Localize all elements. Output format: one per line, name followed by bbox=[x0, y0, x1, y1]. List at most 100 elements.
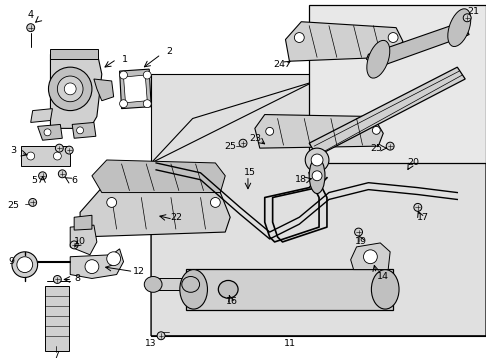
Text: 1: 1 bbox=[122, 55, 127, 64]
Ellipse shape bbox=[218, 280, 238, 298]
Circle shape bbox=[77, 127, 83, 134]
Text: 16: 16 bbox=[225, 297, 238, 306]
Polygon shape bbox=[123, 75, 147, 103]
Polygon shape bbox=[70, 249, 123, 279]
Circle shape bbox=[58, 170, 66, 178]
Circle shape bbox=[354, 228, 362, 236]
Polygon shape bbox=[31, 109, 52, 122]
Circle shape bbox=[387, 33, 397, 42]
Circle shape bbox=[210, 198, 220, 207]
Circle shape bbox=[27, 24, 35, 32]
Ellipse shape bbox=[182, 276, 199, 292]
Circle shape bbox=[57, 76, 83, 102]
Text: 22: 22 bbox=[169, 213, 182, 222]
Polygon shape bbox=[74, 215, 92, 230]
Bar bbox=[185, 269, 392, 310]
Polygon shape bbox=[151, 74, 485, 336]
Circle shape bbox=[53, 152, 61, 160]
Ellipse shape bbox=[308, 158, 325, 194]
Circle shape bbox=[39, 172, 46, 180]
Bar bbox=[153, 279, 190, 290]
Circle shape bbox=[120, 100, 127, 108]
Polygon shape bbox=[350, 243, 389, 270]
Circle shape bbox=[462, 14, 470, 22]
Text: 12: 12 bbox=[133, 267, 145, 276]
Polygon shape bbox=[308, 5, 485, 163]
Circle shape bbox=[294, 33, 304, 42]
Text: 20: 20 bbox=[406, 158, 418, 167]
Ellipse shape bbox=[447, 9, 470, 46]
Text: 15: 15 bbox=[244, 168, 255, 177]
Polygon shape bbox=[285, 22, 402, 61]
Text: 25: 25 bbox=[224, 141, 236, 150]
Text: 5: 5 bbox=[32, 176, 38, 185]
Polygon shape bbox=[120, 69, 151, 109]
Polygon shape bbox=[308, 67, 464, 156]
Circle shape bbox=[85, 260, 99, 274]
Text: 4: 4 bbox=[28, 10, 34, 20]
Circle shape bbox=[44, 129, 51, 136]
Ellipse shape bbox=[144, 276, 162, 292]
Text: 19: 19 bbox=[354, 238, 366, 247]
Circle shape bbox=[413, 203, 421, 211]
Text: 25: 25 bbox=[369, 144, 382, 153]
Circle shape bbox=[48, 67, 92, 111]
Circle shape bbox=[120, 71, 127, 79]
Circle shape bbox=[239, 139, 246, 147]
Polygon shape bbox=[94, 79, 113, 101]
Text: 23: 23 bbox=[248, 134, 261, 143]
Polygon shape bbox=[366, 22, 468, 67]
Text: 2: 2 bbox=[165, 47, 172, 56]
Circle shape bbox=[106, 252, 121, 266]
Polygon shape bbox=[50, 51, 102, 129]
Text: 14: 14 bbox=[376, 272, 388, 281]
Polygon shape bbox=[151, 74, 485, 336]
Circle shape bbox=[12, 252, 38, 278]
Text: 9: 9 bbox=[8, 257, 14, 266]
Circle shape bbox=[157, 332, 164, 340]
Circle shape bbox=[143, 71, 151, 79]
Circle shape bbox=[65, 146, 73, 154]
Circle shape bbox=[106, 198, 116, 207]
Ellipse shape bbox=[370, 270, 398, 309]
Circle shape bbox=[363, 250, 377, 264]
Circle shape bbox=[311, 171, 322, 181]
Bar bbox=[21, 146, 70, 166]
Bar bbox=[44, 286, 69, 351]
Polygon shape bbox=[151, 74, 485, 336]
Circle shape bbox=[265, 127, 273, 135]
Text: 13: 13 bbox=[145, 339, 157, 348]
Text: 10: 10 bbox=[74, 238, 86, 247]
Polygon shape bbox=[92, 160, 225, 193]
Circle shape bbox=[17, 257, 33, 273]
Ellipse shape bbox=[180, 270, 207, 309]
Circle shape bbox=[310, 154, 323, 166]
Circle shape bbox=[64, 83, 76, 95]
Circle shape bbox=[305, 148, 328, 172]
Polygon shape bbox=[70, 225, 97, 255]
Circle shape bbox=[70, 241, 78, 249]
Text: 18: 18 bbox=[295, 175, 306, 184]
Text: 7: 7 bbox=[53, 351, 59, 360]
Circle shape bbox=[53, 275, 61, 283]
Polygon shape bbox=[80, 188, 230, 237]
Text: 17: 17 bbox=[416, 213, 428, 222]
Text: 6: 6 bbox=[71, 176, 77, 185]
Text: 25: 25 bbox=[7, 201, 19, 210]
Bar bbox=[50, 49, 98, 59]
Text: 24: 24 bbox=[273, 60, 285, 69]
Text: 11: 11 bbox=[283, 339, 295, 348]
Circle shape bbox=[55, 144, 63, 152]
Polygon shape bbox=[72, 122, 96, 138]
Text: 21: 21 bbox=[466, 7, 478, 16]
Text: 3: 3 bbox=[10, 145, 16, 154]
Circle shape bbox=[372, 126, 380, 134]
Circle shape bbox=[143, 100, 151, 108]
Text: 8: 8 bbox=[74, 274, 80, 283]
Circle shape bbox=[386, 142, 393, 150]
Polygon shape bbox=[254, 114, 383, 148]
Ellipse shape bbox=[366, 40, 389, 78]
Polygon shape bbox=[38, 125, 62, 140]
Circle shape bbox=[29, 198, 37, 206]
Circle shape bbox=[27, 152, 35, 160]
